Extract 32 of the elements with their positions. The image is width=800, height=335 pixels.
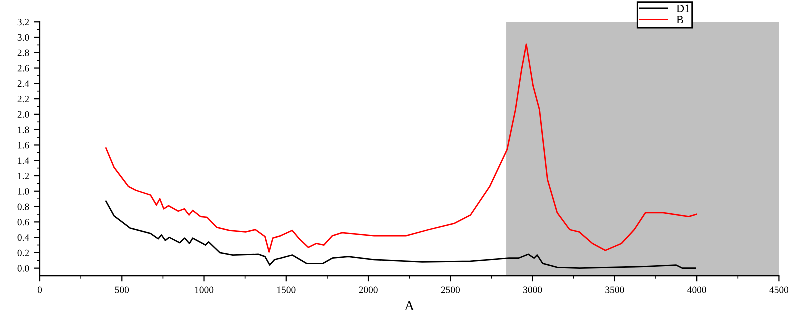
x-tick-label: 3000 [524,286,542,294]
x-tick-label: 2500 [441,286,460,294]
legend-label: B [676,16,684,24]
y-tick-label: 3.2 [18,19,30,26]
y-tick-label: 0.2 [18,250,30,256]
y-tick-label: 2.0 [18,111,30,118]
x-tick-label: 4000 [688,286,706,294]
y-tick-label: 3.0 [18,34,30,42]
y-tick-label: 1.6 [18,142,30,149]
x-tick-label: 0 [38,286,42,294]
y-tick-label: 1.4 [18,158,30,164]
y-tick-label: 0.0 [18,265,30,272]
line-series [106,44,698,253]
y-tick-label: 2.6 [18,65,30,72]
y-tick-label: 1.2 [18,172,30,180]
x-tick-label: 1500 [278,286,296,294]
x-axis-title: A [404,301,415,310]
y-tick-label: 0.4 [18,234,30,242]
x-tick-label: 1000 [195,286,214,294]
y-tick-label: 2.8 [18,50,30,56]
y-tick-label: 1.0 [18,188,30,195]
x-tick-label: 500 [115,286,130,294]
y-tick-label: 2.2 [18,96,30,103]
y-tick-label: 0.6 [18,219,30,226]
x-tick-label: 2000 [359,286,378,294]
line-series [106,200,696,270]
y-tick-label: 2.4 [18,80,30,88]
x-tick-label: 3500 [606,286,624,294]
y-tick-label: 1.8 [18,126,30,134]
x-tick-label: 4500 [770,286,789,294]
y-tick-label: 0.8 [18,204,30,210]
legend-label: D1 [676,4,690,12]
